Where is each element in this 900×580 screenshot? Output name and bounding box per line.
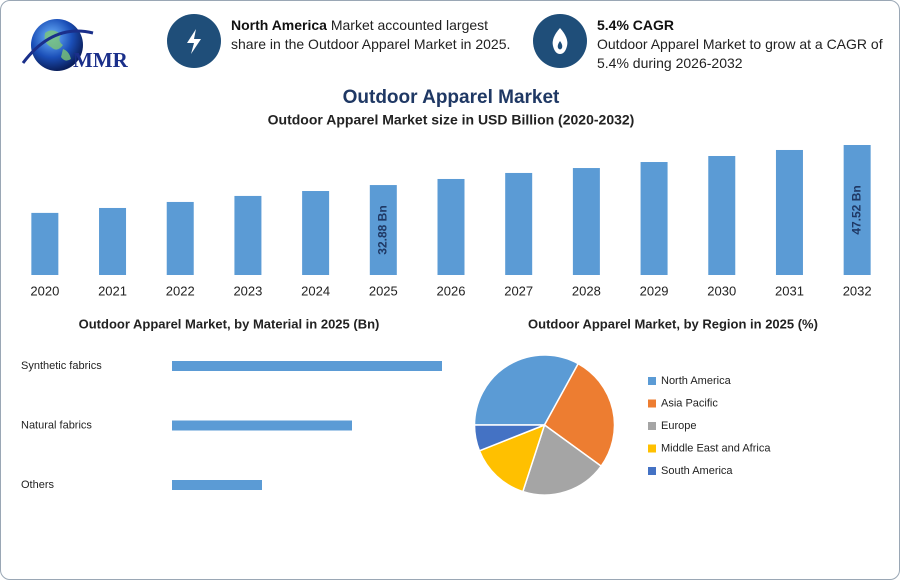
data-label: 32.88 Bn bbox=[375, 205, 389, 254]
highlight-text: Outdoor Apparel Market to grow at a CAGR… bbox=[597, 36, 883, 71]
legend-label: Middle East and Africa bbox=[661, 442, 771, 454]
highlight-text: Market accounted largest share in the Ou… bbox=[231, 17, 511, 52]
highlight: 5.4% CAGR Outdoor Apparel Market to grow… bbox=[597, 16, 892, 73]
pie-slice bbox=[543, 362, 616, 468]
highlight: North America Market accounted largest s… bbox=[231, 16, 521, 54]
x-tick-label: 2031 bbox=[775, 283, 804, 298]
legend-swatch bbox=[648, 422, 656, 430]
x-tick-label: 2027 bbox=[504, 283, 533, 298]
pie-slice bbox=[521, 423, 603, 496]
bar bbox=[640, 162, 668, 275]
page-title: Outdoor Apparel Market bbox=[342, 87, 560, 108]
x-tick-label: 2028 bbox=[572, 283, 601, 298]
bar bbox=[172, 420, 352, 431]
bar bbox=[505, 172, 533, 275]
bar bbox=[172, 480, 262, 490]
x-tick-label: 2025 bbox=[369, 283, 398, 298]
logo: MMR bbox=[21, 19, 129, 72]
highlight-icon bbox=[533, 14, 587, 68]
x-tick-label: 2029 bbox=[640, 283, 669, 298]
x-tick-label: 2021 bbox=[98, 283, 127, 298]
chart-title: Outdoor Apparel Market size in USD Billi… bbox=[268, 112, 635, 128]
bar bbox=[708, 155, 736, 275]
bar bbox=[99, 207, 127, 275]
y-tick-label: Natural fabrics bbox=[21, 419, 92, 431]
legend-swatch bbox=[648, 399, 656, 408]
legend-swatch bbox=[648, 444, 656, 453]
bar bbox=[775, 149, 803, 275]
legend-swatch bbox=[648, 377, 656, 385]
data-label: 47.52 Bn bbox=[849, 185, 863, 234]
bar bbox=[572, 168, 600, 275]
x-tick-label: 2022 bbox=[166, 283, 195, 298]
bar bbox=[437, 178, 465, 275]
y-tick-label: Others bbox=[21, 479, 55, 491]
x-tick-label: 2032 bbox=[843, 283, 872, 298]
bar bbox=[369, 185, 397, 275]
legend-swatch bbox=[648, 467, 656, 475]
y-tick-label: Synthetic fabrics bbox=[21, 360, 102, 372]
bar bbox=[166, 201, 194, 275]
logo-text: MMR bbox=[73, 48, 129, 72]
bar bbox=[234, 195, 262, 275]
highlight-heading: 5.4% CAGR bbox=[597, 17, 675, 33]
legend-label: South America bbox=[661, 465, 733, 477]
legend-label: Europe bbox=[661, 420, 696, 432]
pie-slice bbox=[473, 424, 545, 452]
x-tick-label: 2023 bbox=[233, 283, 262, 298]
chart-title: Outdoor Apparel Market, by Material in 2… bbox=[79, 316, 380, 331]
pie-slice bbox=[478, 423, 546, 493]
legend-label: Asia Pacific bbox=[661, 397, 718, 409]
highlight-icon bbox=[167, 14, 221, 68]
chart-title: Outdoor Apparel Market, by Region in 202… bbox=[528, 316, 818, 331]
pie-slice bbox=[473, 354, 580, 426]
bar bbox=[172, 361, 442, 371]
highlight-heading: North America bbox=[231, 17, 327, 33]
bar bbox=[302, 191, 330, 275]
bar bbox=[843, 145, 871, 275]
x-tick-label: 2024 bbox=[301, 283, 330, 298]
x-tick-label: 2030 bbox=[707, 283, 736, 298]
bar bbox=[31, 212, 59, 275]
x-tick-label: 2020 bbox=[30, 283, 59, 298]
x-tick-label: 2026 bbox=[437, 283, 466, 298]
legend-label: North America bbox=[661, 375, 732, 387]
